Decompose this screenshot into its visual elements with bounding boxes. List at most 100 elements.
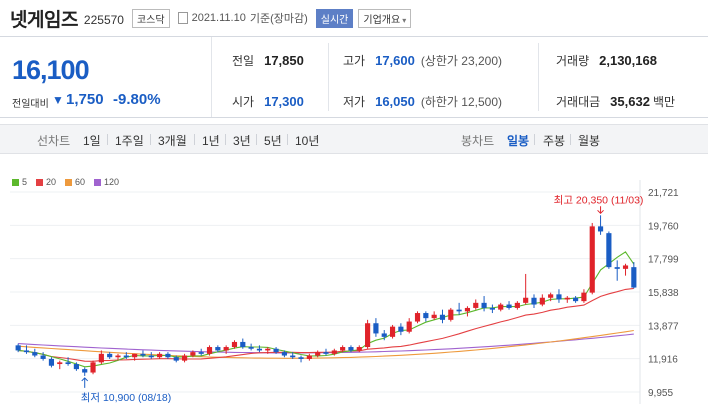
market-badge: 코스닥	[131, 8, 170, 28]
candle-body	[65, 362, 71, 365]
candle-body	[531, 297, 537, 305]
candle-body	[597, 226, 604, 232]
tab-candle-weekly[interactable]: 주봉	[543, 134, 566, 148]
low-arrow-icon	[81, 377, 89, 388]
candle-body	[198, 352, 204, 354]
turnover-label: 거래대금	[556, 94, 601, 109]
candle-body	[506, 304, 512, 308]
candle-body	[265, 348, 271, 351]
candle-body	[290, 355, 296, 358]
candle-body	[231, 341, 238, 348]
candle-body	[223, 347, 229, 351]
lower-limit: (하한가 12,500)	[420, 94, 503, 109]
turnover-unit: 백만	[652, 94, 676, 109]
legend-ma20-label: 20	[46, 177, 57, 187]
open-label: 시가	[232, 94, 255, 109]
change-amount: 1,750	[66, 91, 104, 108]
prev-close: 전일 17,850	[232, 52, 304, 68]
legend-ma60[interactable]: 60	[65, 177, 85, 187]
tab-line-1d[interactable]: 1일	[83, 134, 101, 148]
candle-body	[73, 364, 79, 370]
down-arrow-icon: ▼	[52, 93, 64, 107]
tab-line-3m[interactable]: 3개월	[158, 134, 187, 148]
tab-line-1y[interactable]: 1년	[202, 134, 220, 148]
low-annotation: 최저 10,900 (08/18)	[81, 392, 172, 404]
calendar-icon	[177, 12, 188, 24]
legend-ma60-label: 60	[75, 177, 86, 187]
trade-date: 2021.11.10	[191, 12, 246, 24]
candle-body	[240, 341, 246, 348]
change-percent: -9.80%	[113, 91, 161, 108]
stock-code: 225570	[83, 12, 124, 27]
trade-basis: 기준(장마감)	[249, 13, 308, 25]
tab-line-10y[interactable]: 10년	[295, 134, 320, 148]
price-summary: 16,100 전일대비 ▼ 1,750 -9.80% 전일 17,850 시가 …	[0, 36, 708, 118]
high-label: 고가	[343, 53, 366, 68]
high-value: 17,600	[375, 52, 415, 68]
y-tick-label: 11,916	[648, 355, 678, 366]
candle-body	[15, 345, 21, 351]
volume-value: 2,130,168	[599, 52, 657, 68]
candle-body	[464, 307, 471, 312]
candle-body	[157, 353, 163, 358]
candle-body	[315, 352, 321, 356]
candle-body	[581, 292, 587, 302]
ma-legend: 5 20 60 120	[12, 177, 128, 187]
candle-body	[481, 302, 487, 308]
candle-body	[473, 302, 479, 308]
candle-body	[123, 355, 129, 358]
company-info-dropdown[interactable]: 기업개요 ▾	[358, 8, 412, 28]
candle-body	[165, 353, 171, 358]
candlestick-chart[interactable]: 21,721 19,760 17,799 15,838 13,877 11,916 9,95…	[0, 170, 708, 404]
turnover-value: 35,632	[610, 93, 650, 109]
tab-line-1w[interactable]: 1주일	[115, 134, 144, 148]
candle-body	[448, 309, 454, 320]
candle-body	[190, 352, 196, 356]
candle-body	[32, 352, 38, 356]
candle-body	[98, 353, 104, 363]
candle-body	[439, 314, 446, 320]
legend-ma120[interactable]: 120	[94, 177, 119, 187]
candle-body	[431, 314, 437, 319]
legend-ma5[interactable]: 5	[12, 177, 27, 187]
candle-body	[398, 326, 404, 332]
candle-chart-label: 봉차트	[461, 134, 495, 148]
candle-body	[539, 297, 545, 305]
line-chart-label: 선차트	[37, 134, 71, 148]
high-annotation: 최고 20,350 (11/03)	[554, 194, 644, 206]
legend-ma5-label: 5	[22, 177, 28, 187]
candle-body	[523, 297, 529, 303]
candle-body	[564, 297, 570, 300]
y-tick-label: 17,799	[648, 255, 679, 266]
prev-close-value: 17,850	[264, 52, 304, 68]
candle-body	[489, 307, 495, 310]
candle-body	[40, 355, 46, 359]
change-label: 전일대비	[12, 99, 49, 110]
upper-limit: (상한가 23,200)	[420, 53, 503, 68]
candle-body	[498, 304, 504, 310]
high-arrow-icon	[597, 206, 604, 215]
candle-body	[406, 321, 412, 332]
candle-body	[323, 352, 329, 354]
candle-body	[181, 355, 188, 361]
candle-body	[82, 369, 88, 373]
candle-body	[215, 347, 221, 351]
open-value: 17,300	[264, 93, 304, 109]
low-value: 16,050	[375, 93, 415, 109]
candle-body	[456, 309, 462, 312]
candle-body	[389, 326, 396, 337]
tab-candle-daily[interactable]: 일봉	[507, 134, 530, 148]
candle-body	[306, 355, 312, 359]
legend-ma20[interactable]: 20	[36, 177, 56, 187]
tab-line-5y[interactable]: 5년	[264, 134, 282, 148]
tab-line-3y[interactable]: 3년	[233, 134, 251, 148]
tab-candle-monthly[interactable]: 월봉	[578, 134, 601, 148]
candle-body	[606, 233, 612, 268]
chevron-down-icon: ▾	[402, 15, 407, 25]
candle-body	[340, 347, 346, 351]
candle-body	[107, 353, 113, 358]
candle-body	[381, 333, 387, 337]
legend-ma120-label: 120	[104, 177, 120, 187]
y-tick-label: 9,955	[648, 388, 673, 399]
realtime-button[interactable]: 실시간	[315, 8, 354, 28]
